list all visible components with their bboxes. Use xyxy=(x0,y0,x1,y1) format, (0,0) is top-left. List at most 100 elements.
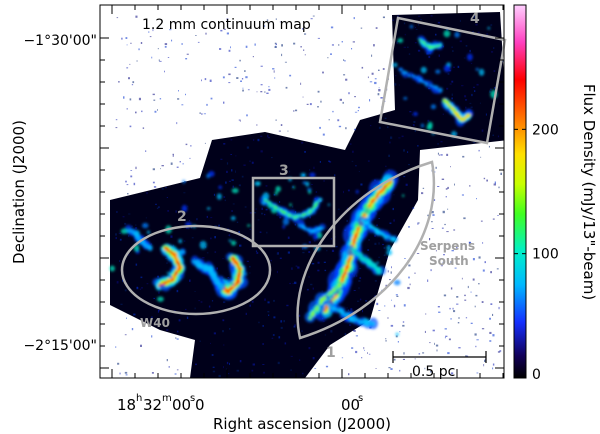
emission-blob xyxy=(435,69,441,74)
noise-pixel xyxy=(427,119,430,122)
emission-blob xyxy=(423,42,426,45)
noise-pixel xyxy=(350,308,353,311)
noise-pixel xyxy=(437,152,439,155)
noise-pixel xyxy=(427,279,429,282)
noise-pixel xyxy=(483,177,486,180)
noise-pixel xyxy=(397,341,399,343)
noise-pixel xyxy=(438,154,440,156)
noise-pixel xyxy=(450,287,453,290)
noise-pixel xyxy=(348,92,350,95)
noise-pixel xyxy=(442,113,444,115)
noise-pixel xyxy=(342,101,344,104)
noise-pixel xyxy=(492,367,494,370)
noise-pixel xyxy=(129,125,132,128)
noise-pixel xyxy=(260,84,263,86)
noise-pixel xyxy=(274,77,276,79)
noise-pixel xyxy=(246,114,248,117)
noise-pixel xyxy=(481,328,485,330)
noise-pixel xyxy=(157,109,158,111)
emission-blob xyxy=(454,31,460,38)
noise-pixel xyxy=(475,345,477,348)
noise-pixel xyxy=(386,256,388,260)
noise-pixel xyxy=(313,166,315,169)
noise-pixel xyxy=(301,142,304,144)
noise-pixel xyxy=(136,287,139,290)
noise-pixel xyxy=(131,84,134,86)
noise-pixel xyxy=(345,127,347,130)
emission-blob xyxy=(227,291,229,294)
emission-blob xyxy=(341,279,344,281)
emission-blob xyxy=(463,116,467,120)
map-noise xyxy=(115,15,504,378)
noise-pixel xyxy=(275,18,277,20)
noise-pixel xyxy=(135,15,138,18)
noise-pixel xyxy=(484,261,486,264)
noise-pixel xyxy=(493,183,496,186)
noise-pixel xyxy=(124,371,128,374)
noise-pixel xyxy=(273,316,276,319)
noise-pixel xyxy=(378,87,380,89)
noise-pixel xyxy=(361,357,363,359)
noise-pixel xyxy=(152,93,155,96)
noise-pixel xyxy=(480,220,483,222)
noise-pixel xyxy=(174,22,177,24)
emission-blob xyxy=(262,192,270,201)
emission-blob xyxy=(295,215,299,218)
noise-pixel xyxy=(253,139,255,141)
noise-pixel xyxy=(338,44,340,46)
emission-blob xyxy=(378,191,382,194)
noise-pixel xyxy=(402,321,405,323)
noise-pixel xyxy=(145,150,147,152)
noise-pixel xyxy=(482,269,485,272)
noise-pixel xyxy=(152,181,155,184)
noise-pixel xyxy=(309,103,312,106)
noise-pixel xyxy=(135,166,137,170)
noise-pixel xyxy=(264,298,266,301)
noise-pixel xyxy=(408,53,411,55)
noise-pixel xyxy=(325,365,329,368)
noise-pixel xyxy=(474,333,477,336)
noise-pixel xyxy=(387,317,389,319)
noise-pixel xyxy=(268,86,270,88)
noise-pixel xyxy=(131,328,134,331)
noise-pixel xyxy=(176,289,179,293)
noise-pixel xyxy=(200,301,203,303)
noise-pixel xyxy=(185,93,186,96)
noise-pixel xyxy=(424,330,426,333)
noise-pixel xyxy=(464,95,467,98)
noise-pixel xyxy=(447,352,450,355)
noise-pixel xyxy=(197,41,200,43)
noise-pixel xyxy=(309,216,311,219)
noise-pixel xyxy=(454,267,457,269)
emission-blob xyxy=(344,269,348,272)
emission-blob xyxy=(235,282,238,286)
noise-pixel xyxy=(126,67,129,69)
noise-pixel xyxy=(493,47,495,49)
noise-pixel xyxy=(403,46,406,48)
noise-pixel xyxy=(414,272,416,274)
noise-pixel xyxy=(290,355,293,357)
emission-blob xyxy=(237,275,241,279)
noise-pixel xyxy=(135,224,137,226)
noise-pixel xyxy=(351,48,353,50)
noise-pixel xyxy=(324,334,326,336)
noise-pixel xyxy=(176,369,179,371)
emission-blob xyxy=(487,26,491,30)
emission-blob xyxy=(310,209,313,212)
emission-blob xyxy=(147,244,153,252)
noise-pixel xyxy=(358,280,361,282)
noise-pixel xyxy=(212,366,215,368)
noise-pixel xyxy=(267,301,270,304)
noise-pixel xyxy=(124,222,127,225)
noise-pixel xyxy=(355,335,358,337)
noise-pixel xyxy=(229,328,231,330)
emission-blob xyxy=(357,226,360,230)
noise-pixel xyxy=(185,308,187,310)
noise-pixel xyxy=(492,313,494,316)
noise-pixel xyxy=(359,298,362,301)
noise-pixel xyxy=(437,186,440,187)
noise-pixel xyxy=(159,60,162,62)
noise-pixel xyxy=(479,102,481,104)
noise-pixel xyxy=(441,227,444,229)
